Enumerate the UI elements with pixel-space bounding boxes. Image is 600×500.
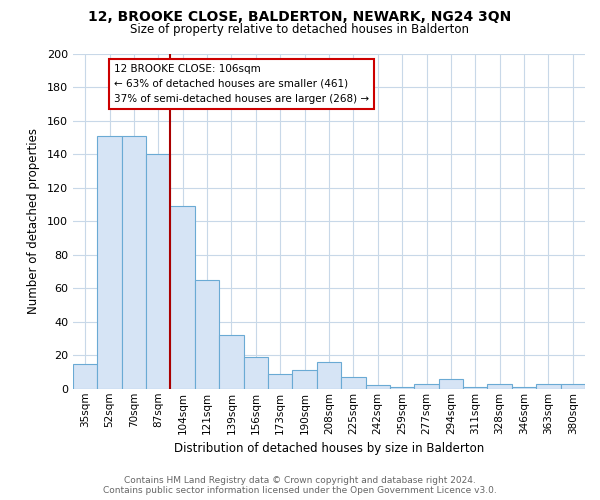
Bar [73, 364, 97, 389]
Bar [146, 154, 170, 389]
Bar [292, 370, 317, 389]
Bar [463, 387, 487, 389]
Bar [365, 386, 390, 389]
Bar [487, 384, 512, 389]
Bar [170, 206, 195, 389]
Text: Size of property relative to detached houses in Balderton: Size of property relative to detached ho… [131, 22, 470, 36]
Bar [97, 136, 122, 389]
Bar [341, 377, 365, 389]
Bar [439, 378, 463, 389]
Text: 12 BROOKE CLOSE: 106sqm
← 63% of detached houses are smaller (461)
37% of semi-d: 12 BROOKE CLOSE: 106sqm ← 63% of detache… [114, 64, 369, 104]
Bar [317, 362, 341, 389]
Y-axis label: Number of detached properties: Number of detached properties [27, 128, 40, 314]
Text: Contains HM Land Registry data © Crown copyright and database right 2024.
Contai: Contains HM Land Registry data © Crown c… [103, 476, 497, 495]
Bar [244, 357, 268, 389]
Bar [195, 280, 219, 389]
Bar [536, 384, 560, 389]
Bar [512, 387, 536, 389]
Bar [415, 384, 439, 389]
Bar [268, 374, 292, 389]
Bar [219, 335, 244, 389]
Text: 12, BROOKE CLOSE, BALDERTON, NEWARK, NG24 3QN: 12, BROOKE CLOSE, BALDERTON, NEWARK, NG2… [88, 10, 512, 24]
Bar [390, 387, 415, 389]
Bar [122, 136, 146, 389]
Bar [560, 384, 585, 389]
X-axis label: Distribution of detached houses by size in Balderton: Distribution of detached houses by size … [174, 442, 484, 455]
